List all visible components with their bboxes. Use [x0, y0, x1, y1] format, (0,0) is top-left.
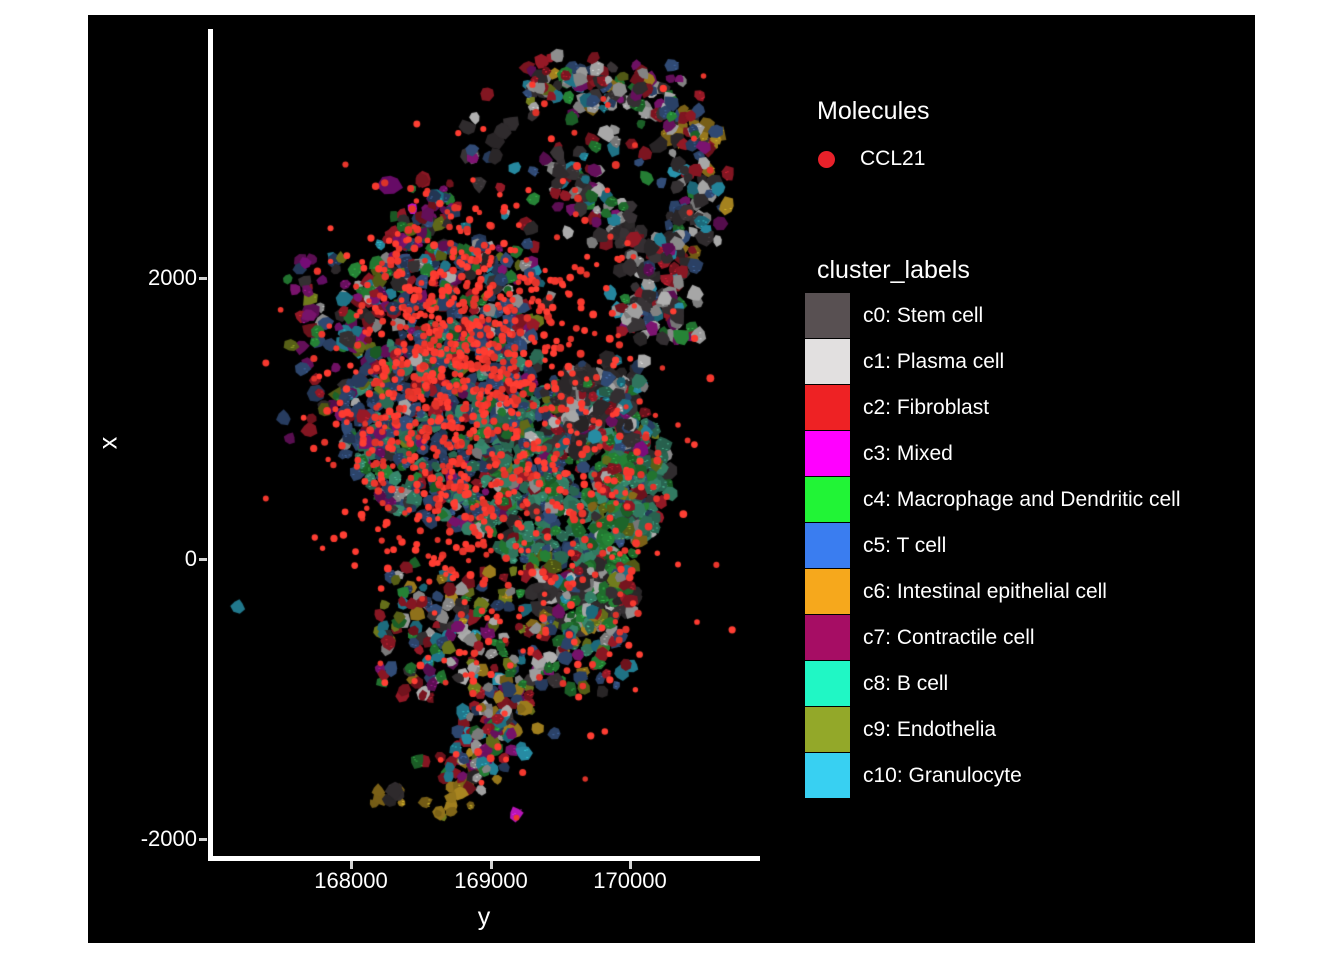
legend-item-c9: c9: Endothelia: [805, 707, 1181, 752]
c5-label: c5: T cell: [863, 533, 947, 557]
c0-swatch: [805, 293, 850, 338]
legend-item-c2: c2: Fibroblast: [805, 385, 1181, 430]
c5-swatch: [805, 523, 850, 568]
plot-panel: 168000 169000 170000 2000 0 -2000 y x Molecu…: [88, 15, 1255, 943]
c2-swatch: [805, 385, 850, 430]
c8-label: c8: B cell: [863, 671, 949, 695]
c6-label: c6: Intestinal epithelial cell: [863, 579, 1107, 603]
y-tick-label-0: 0: [184, 546, 197, 571]
c10-swatch: [805, 753, 850, 798]
x-tick-169000: [489, 861, 493, 869]
y-tick-label--2000: -2000: [140, 826, 197, 851]
c9-swatch: [805, 707, 850, 752]
legend-item-c7: c7: Contractile cell: [805, 615, 1181, 660]
c3-swatch: [805, 431, 850, 476]
c9-label: c9: Endothelia: [863, 717, 997, 741]
molecules-legend: Molecules CCL21: [805, 97, 930, 171]
legend-item-c5: c5: T cell: [805, 523, 1181, 568]
legend-item-c0: c0: Stem cell: [805, 293, 1181, 338]
y-tick-2000: [199, 276, 207, 280]
x-tick-label-168000: 168000: [314, 868, 388, 893]
molecules-legend-title: Molecules: [817, 97, 930, 125]
legend-item-ccl21: CCL21: [805, 147, 930, 171]
x-tick-label-169000: 169000: [454, 868, 528, 893]
x-axis-title: y: [477, 903, 491, 931]
legend-item-c1: c1: Plasma cell: [805, 339, 1181, 384]
cluster-legend-title: cluster_labels: [817, 256, 970, 284]
c1-label: c1: Plasma cell: [863, 349, 1005, 373]
c10-label: c10: Granulocyte: [863, 763, 1022, 787]
y-tick--2000: [199, 837, 207, 841]
y-tick-0: [199, 557, 207, 561]
y-tick-label-2000: 2000: [148, 265, 197, 290]
x-tick-label-170000: 170000: [593, 868, 667, 893]
c2-label: c2: Fibroblast: [863, 395, 990, 419]
y-axis-title: x: [94, 436, 123, 450]
c7-label: c7: Contractile cell: [863, 625, 1035, 649]
ccl21-label: CCL21: [860, 147, 926, 170]
x-tick-170000: [628, 861, 632, 869]
c4-swatch: [805, 477, 850, 522]
spatial-scatter-canvas: [88, 15, 1255, 943]
legend-item-c10: c10: Granulocyte: [805, 753, 1181, 798]
c4-label: c4: Macrophage and Dendritic cell: [863, 487, 1181, 511]
c1-swatch: [805, 339, 850, 384]
c6-swatch: [805, 569, 850, 614]
c3-label: c3: Mixed: [863, 441, 953, 465]
legend-item-c4: c4: Macrophage and Dendritic cell: [805, 477, 1181, 522]
x-tick-168000: [349, 861, 353, 869]
c7-swatch: [805, 615, 850, 660]
legend-item-c3: c3: Mixed: [805, 431, 1181, 476]
c0-label: c0: Stem cell: [863, 303, 984, 327]
cluster-labels-legend: cluster_labels c0: Stem cell c1: Plasma c…: [805, 256, 1181, 799]
legend-item-c8: c8: B cell: [805, 661, 1181, 706]
c8-swatch: [805, 661, 850, 706]
cluster-legend-items: c0: Stem cell c1: Plasma cell c2: Fibrobla…: [805, 293, 1181, 798]
legend-item-c6: c6: Intestinal epithelial cell: [805, 569, 1181, 614]
ccl21-dot-swatch: [818, 150, 835, 168]
y-axis-line: [208, 29, 213, 861]
x-axis-line: [208, 856, 760, 861]
